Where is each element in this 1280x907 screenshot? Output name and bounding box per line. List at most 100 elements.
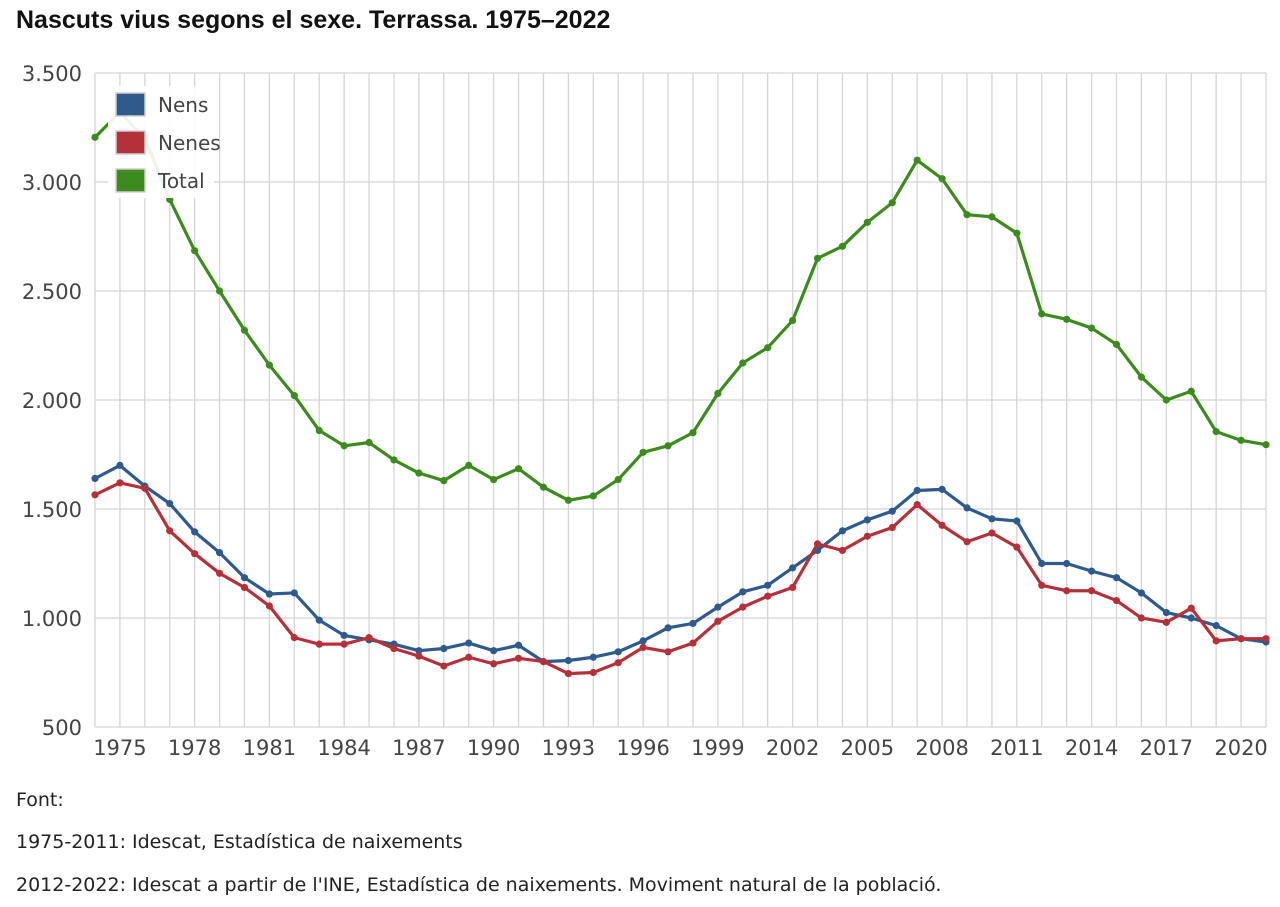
data-point-total xyxy=(689,429,697,437)
data-point-total xyxy=(789,316,797,325)
series-line-nenes xyxy=(94,481,1266,676)
data-point-nens xyxy=(290,589,298,597)
x-tick-label: 1990 xyxy=(467,736,520,760)
data-point-total xyxy=(913,156,921,164)
data-point-total xyxy=(863,218,871,226)
data-point-nens xyxy=(589,653,597,661)
data-point-nens xyxy=(988,515,996,523)
data-point-total xyxy=(514,465,523,473)
y-tick-label: 1.000 xyxy=(22,607,82,631)
data-point-total xyxy=(888,199,896,207)
data-point-nens xyxy=(639,637,647,645)
data-point-nens xyxy=(1162,608,1170,617)
x-tick-label: 1987 xyxy=(392,736,445,760)
data-point-nens xyxy=(166,499,174,508)
data-point-nens xyxy=(1137,589,1146,597)
data-point-total xyxy=(315,426,323,435)
source-line-2: 2012-2022: Idescat a partir de l'INE, Es… xyxy=(16,874,942,896)
x-tick-label: 2017 xyxy=(1140,736,1193,760)
data-point-nens xyxy=(116,461,124,469)
data-point-nens xyxy=(1063,559,1071,568)
data-point-nens xyxy=(938,485,946,493)
data-point-nens xyxy=(490,647,498,655)
data-point-nenes xyxy=(415,652,423,660)
data-point-nens xyxy=(1112,574,1121,582)
data-point-total xyxy=(465,461,473,469)
data-point-nens xyxy=(1187,614,1195,622)
data-point-nenes xyxy=(689,639,697,647)
x-tick-label: 2020 xyxy=(1214,736,1267,760)
data-point-nenes xyxy=(91,491,99,499)
data-point-total xyxy=(813,254,822,262)
data-point-nens xyxy=(1212,622,1220,630)
series-line-total xyxy=(93,110,1267,502)
data-point-nenes xyxy=(340,640,348,648)
data-point-total xyxy=(365,438,373,447)
data-point-nens xyxy=(913,486,921,495)
data-point-total xyxy=(1038,310,1046,318)
y-tick-label: 1.500 xyxy=(22,498,82,522)
data-point-nenes xyxy=(938,521,946,529)
data-point-nens xyxy=(888,507,896,515)
data-point-nenes xyxy=(1212,637,1220,645)
data-point-nenes xyxy=(265,602,274,610)
data-point-nenes xyxy=(1063,587,1071,595)
data-point-total xyxy=(1162,396,1170,404)
data-point-total xyxy=(1087,324,1096,332)
data-point-nens xyxy=(91,474,99,483)
data-point-nens xyxy=(215,549,224,557)
y-tick-label: 2.000 xyxy=(22,389,82,413)
data-point-nens xyxy=(564,656,572,665)
data-point-nenes xyxy=(1237,635,1245,643)
data-point-total xyxy=(440,477,448,485)
data-point-total xyxy=(191,247,199,255)
data-point-nens xyxy=(240,574,249,582)
data-point-nenes xyxy=(888,523,896,532)
data-point-total xyxy=(415,469,423,477)
x-tick-label: 1984 xyxy=(317,736,370,760)
data-point-nenes xyxy=(215,569,224,577)
data-point-nenes xyxy=(240,583,249,592)
data-point-total xyxy=(215,287,224,295)
x-tick-label: 2002 xyxy=(766,736,819,760)
data-point-nenes xyxy=(614,659,622,667)
data-point-nenes xyxy=(589,668,597,677)
data-point-nens xyxy=(664,624,672,632)
data-point-total xyxy=(340,442,348,450)
data-point-nenes xyxy=(1137,614,1146,622)
data-point-nenes xyxy=(440,662,448,670)
data-point-nens xyxy=(415,647,423,655)
data-point-nenes xyxy=(863,532,871,540)
legend: Nens Nenes Total xyxy=(108,86,221,198)
data-point-nenes xyxy=(639,643,647,652)
data-point-nenes xyxy=(1087,587,1096,595)
data-point-nens xyxy=(315,616,323,624)
data-point-total xyxy=(265,361,274,369)
legend-swatch-nenes xyxy=(115,130,146,155)
data-point-nens xyxy=(863,516,871,524)
data-point-nenes xyxy=(789,583,797,592)
data-point-nenes xyxy=(1162,618,1170,626)
data-point-nenes xyxy=(664,648,672,656)
data-point-total xyxy=(1063,315,1071,323)
grid xyxy=(94,72,1267,728)
data-point-total xyxy=(1137,373,1146,381)
data-point-nens xyxy=(614,648,622,656)
data-point-nenes xyxy=(1013,543,1021,551)
x-tick-label: 2005 xyxy=(841,736,894,760)
data-point-total xyxy=(988,213,996,221)
data-point-nenes xyxy=(116,479,124,487)
data-point-nens xyxy=(1087,567,1096,575)
y-tick-label: 2.500 xyxy=(22,280,82,304)
data-point-total xyxy=(564,496,572,504)
data-point-nenes xyxy=(315,640,323,648)
source-line-1: 1975-2011: Idescat, Estadística de naixe… xyxy=(16,831,463,853)
chart-title: Nascuts vius segons el sexe. Terrassa. 1… xyxy=(16,6,611,34)
data-point-nenes xyxy=(514,654,523,662)
data-point-nenes xyxy=(191,550,199,558)
x-tick-label: 1993 xyxy=(542,736,595,760)
data-point-nenes xyxy=(988,529,996,537)
data-point-total xyxy=(1013,229,1021,237)
legend-swatch-total xyxy=(115,168,146,193)
data-point-nens xyxy=(1013,517,1021,525)
